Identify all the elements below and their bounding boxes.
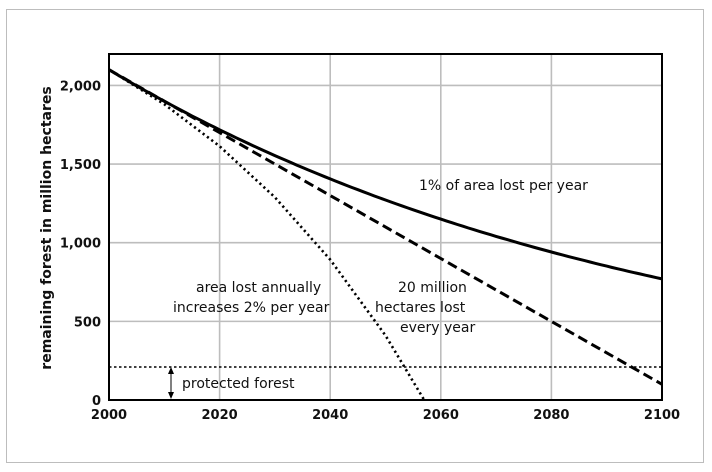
y-axis-label: remaining forest in million hectares: [39, 86, 55, 369]
annotation-increasing-line1: area lost annually: [196, 280, 321, 296]
series-line-2: [108, 68, 426, 401]
plot-area-border: [108, 53, 663, 401]
y-tick-label-1500: 1,500: [60, 158, 101, 173]
protected-forest-arrow: [168, 367, 174, 399]
x-tick-label-2060: 2060: [423, 408, 459, 423]
protected-arrow-head-down: [168, 392, 174, 399]
annotation-increasing-line2: increases 2% per year: [173, 300, 330, 316]
annotation-fixed-line2: hectares lost: [375, 300, 466, 316]
y-tick-label-1000: 1,000: [60, 237, 101, 252]
series-lines: [108, 68, 663, 401]
y-tick-label-2000: 2,000: [60, 79, 101, 94]
series-line-0: [108, 68, 663, 281]
series-line-1: [108, 68, 663, 386]
protected-arrow-head-up: [168, 367, 174, 374]
tick-labels: 2000 2020 2040 2060 2080 2100 0 500 1,000 1,500 2,…: [60, 79, 680, 423]
x-tick-label-2100: 2100: [644, 408, 680, 423]
x-tick-label-2000: 2000: [91, 408, 127, 423]
annotation-1pct: 1% of area lost per year: [419, 178, 588, 194]
y-tick-label-0: 0: [92, 394, 101, 409]
annotation-protected: protected forest: [182, 376, 295, 392]
x-tick-label-2020: 2020: [202, 408, 238, 423]
x-tick-label-2080: 2080: [533, 408, 569, 423]
annotation-fixed-line1: 20 million: [398, 280, 467, 296]
annotation-fixed-line3: every year: [400, 320, 475, 336]
grid-lines: [109, 54, 662, 400]
y-tick-label-500: 500: [74, 315, 101, 330]
x-tick-label-2040: 2040: [312, 408, 348, 423]
